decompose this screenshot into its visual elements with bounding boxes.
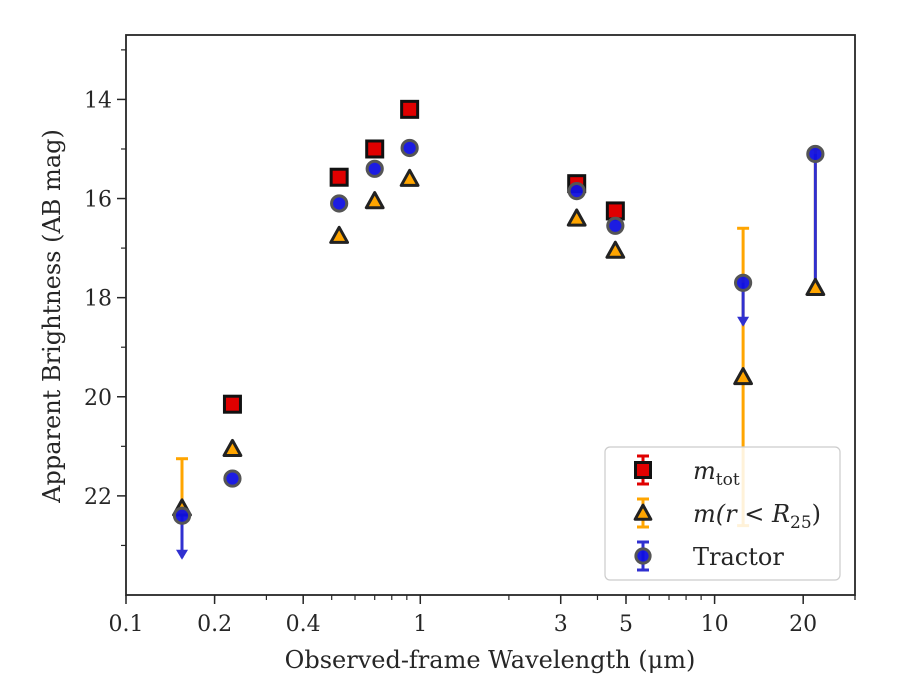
- mr25-point: [364, 191, 385, 210]
- legend-marker: [634, 461, 652, 479]
- legend-marker: [634, 547, 652, 565]
- tractor-point: [330, 194, 349, 213]
- tractor-point: [806, 144, 825, 164]
- y-axis: 14 16 18 20 22: [84, 49, 126, 547]
- legend-box: [604, 446, 841, 581]
- tractor-point: [223, 469, 242, 488]
- legend-marker: [633, 503, 653, 521]
- tractor-limit-arrow: [737, 316, 750, 327]
- tractor-point: [400, 138, 419, 158]
- x-tick-label: 1: [413, 612, 427, 637]
- x-tick-label: 0.4: [286, 612, 321, 637]
- x-tick-label: 10: [701, 612, 729, 637]
- y-tick-label: 18: [84, 287, 112, 312]
- tractor-point: [606, 216, 625, 235]
- x-axis: 0.1 0.2 0.4 1 3 5 10 20: [109, 595, 856, 637]
- legend-label: m(r < R25): [693, 500, 821, 533]
- mtot-point: [365, 139, 385, 159]
- y-tick-label: 16: [84, 188, 112, 213]
- x-tick-label: 5: [619, 612, 633, 637]
- x-tick-label: 0.2: [197, 612, 232, 637]
- tractor-point: [734, 273, 753, 292]
- legend-label: Tractor: [693, 543, 784, 571]
- y-tick-label: 22: [84, 485, 112, 510]
- plot-frame: [125, 34, 856, 596]
- mr25-point: [399, 168, 420, 187]
- legend-label: mtot: [693, 457, 740, 490]
- tractor-point: [567, 182, 586, 201]
- mtot-point: [605, 201, 625, 221]
- y-tick-label: 14: [84, 88, 112, 113]
- mr25-point: [733, 367, 754, 386]
- x-tick-label: 20: [789, 612, 817, 637]
- y-tick-label: 20: [84, 386, 112, 411]
- y-axis-title: Apparent Brightness (AB mag): [38, 129, 66, 504]
- x-tick-label: 0.1: [109, 612, 144, 637]
- mr25-point: [605, 240, 626, 259]
- mtot-point: [329, 167, 349, 187]
- mr25-point: [805, 277, 826, 296]
- x-axis-title: Observed-frame Wavelength (μm): [285, 646, 696, 674]
- mr25-point: [566, 208, 587, 227]
- mtot-point: [400, 99, 420, 119]
- mr25-point: [329, 225, 350, 244]
- x-tick-label: 3: [554, 612, 568, 637]
- tractor-limit-arrow: [176, 549, 189, 560]
- tractor-point: [365, 159, 384, 178]
- mtot-point: [222, 394, 242, 414]
- mr25-point: [222, 438, 243, 458]
- tractor-point: [172, 506, 192, 525]
- legend: mtot m(r < R25) Tractor: [604, 446, 841, 581]
